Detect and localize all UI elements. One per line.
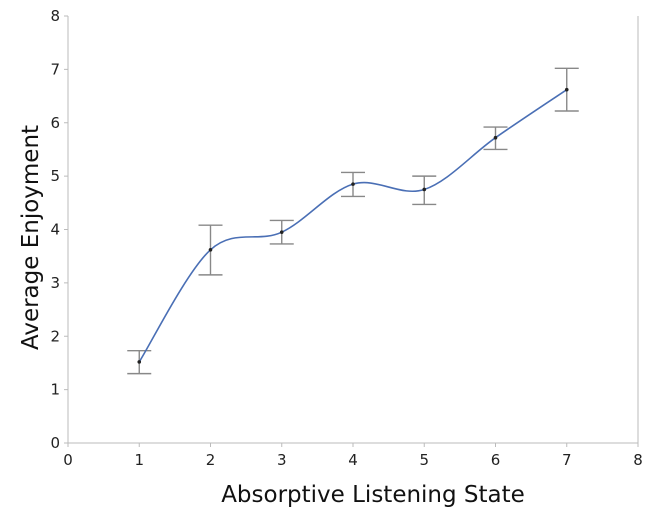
y-tick-label: 7 [50, 60, 60, 78]
data-point [564, 87, 569, 92]
x-tick-label: 5 [419, 451, 429, 469]
data-point [422, 187, 427, 192]
y-tick-label: 3 [50, 274, 60, 292]
y-tick-label: 6 [50, 114, 60, 132]
error-bars [127, 67, 579, 375]
axes [67, 16, 639, 444]
y-tick-label: 2 [50, 327, 60, 345]
ticks: 0 1 2 3 4 5 6 7 8 0 1 2 3 4 5 6 7 8 [50, 7, 642, 469]
x-tick-label: 2 [206, 451, 216, 469]
x-tick-label: 6 [491, 451, 501, 469]
x-tick-label: 3 [277, 451, 287, 469]
data-point [493, 135, 498, 140]
y-tick-label: 8 [50, 7, 60, 25]
y-tick-label: 4 [50, 221, 60, 239]
x-tick-label: 0 [63, 451, 73, 469]
data-point [279, 230, 284, 234]
y-tick-label: 0 [50, 434, 60, 452]
x-tick-label: 1 [134, 451, 144, 469]
y-tick-label: 1 [50, 381, 60, 399]
x-axis-title: Absorptive Listening State [221, 482, 525, 508]
data-point [351, 182, 355, 186]
y-tick-label: 5 [50, 167, 60, 185]
x-tick-label: 8 [633, 451, 643, 469]
y-axis-title: Average Enjoyment [18, 125, 44, 350]
data-point [208, 247, 213, 252]
x-tick-label: 7 [562, 451, 572, 469]
points-group [137, 87, 569, 364]
x-tick-label: 4 [348, 451, 358, 469]
data-point [137, 360, 142, 364]
